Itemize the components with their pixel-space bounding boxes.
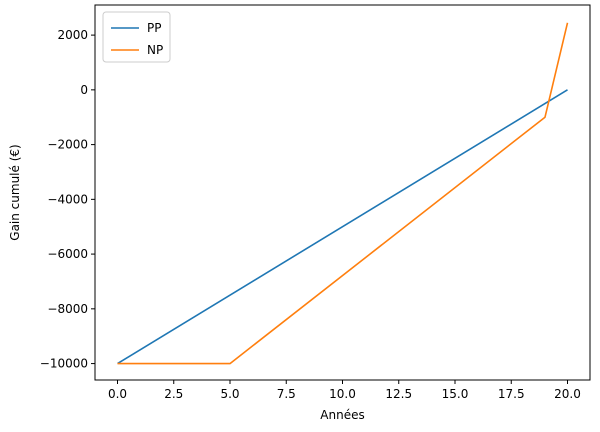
x-tick-label: 2.5 xyxy=(164,387,183,401)
x-tick-label: 0.0 xyxy=(108,387,127,401)
legend: PP NP xyxy=(102,11,171,63)
x-tick-label: 20.0 xyxy=(554,387,581,401)
x-tick-label: 7.5 xyxy=(277,387,296,401)
x-axis-ticks: 0.0 2.5 5.0 7.5 10.0 12.5 15.0 17.5 20.0 xyxy=(108,380,581,401)
y-tick-label: −10000 xyxy=(40,357,88,371)
series-line-pp xyxy=(117,89,568,365)
series-line-np xyxy=(117,22,569,365)
y-axis-ticks: −10000 −8000 −6000 −4000 −2000 0 2000 xyxy=(40,28,95,371)
y-tick-label: −4000 xyxy=(47,192,88,206)
y-tick-label: 2000 xyxy=(57,28,88,42)
legend-label: NP xyxy=(147,43,163,57)
x-tick-label: 10.0 xyxy=(329,387,356,401)
y-tick-label: −8000 xyxy=(47,302,88,316)
y-tick-label: −6000 xyxy=(47,247,88,261)
y-tick-label: −2000 xyxy=(47,138,88,152)
x-tick-label: 15.0 xyxy=(442,387,469,401)
y-tick-label: 0 xyxy=(80,83,88,97)
x-tick-label: 5.0 xyxy=(220,387,239,401)
legend-label: PP xyxy=(147,21,161,35)
y-axis-label: Gain cumulé (€) xyxy=(8,144,22,240)
x-axis-label: Années xyxy=(320,408,364,422)
x-tick-label: 17.5 xyxy=(498,387,525,401)
series-layer xyxy=(117,22,569,365)
x-tick-label: 12.5 xyxy=(385,387,412,401)
